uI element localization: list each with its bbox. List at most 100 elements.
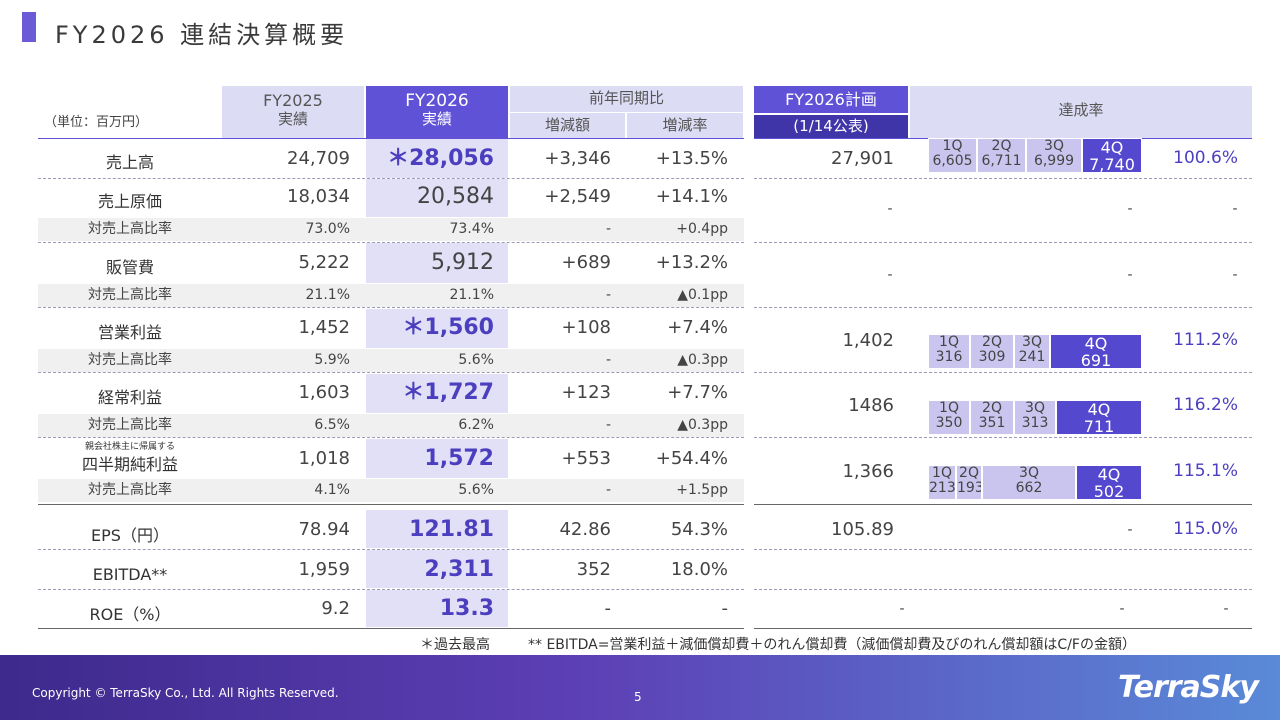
net-diff: +553 (561, 448, 611, 469)
q-value: 351 (978, 415, 1006, 431)
header-achieve-bg (910, 86, 1252, 138)
q-value: 691 (1080, 351, 1112, 369)
op-fy2026: ＊1,560 (402, 315, 494, 340)
cogs-ratio-bg (38, 218, 744, 241)
q-value: 350 (935, 415, 963, 431)
q-value: 241 (1018, 349, 1046, 365)
op-plan: 1,402 (842, 330, 894, 351)
sep (754, 589, 1252, 590)
net-plan: 1,366 (842, 461, 894, 482)
ord-2q-box: 2Q 351 (970, 400, 1014, 435)
hl-sga (366, 243, 508, 283)
net-4q-box: 4Q 502 (1076, 465, 1142, 500)
sga-q: - (1127, 267, 1133, 283)
net-1q-box: 1Q 213 (928, 465, 956, 500)
net-fy2026: 1,572 (424, 446, 494, 471)
q-label: 1Q (939, 334, 959, 350)
row-label-ord: 経常利益 (97, 388, 162, 407)
sep (38, 549, 744, 550)
hl-ebitda (366, 550, 508, 588)
header-fy2026-sub: 実績 (421, 110, 452, 128)
header-plan-sub-bg (754, 115, 908, 138)
sep-solid (38, 628, 744, 629)
ord-1q-box: 1Q 350 (928, 400, 970, 435)
note-ebitda: ** EBITDA=営業利益＋減価償却費＋のれん償却費（減価償却費及びのれん償却… (528, 637, 1136, 653)
roe-fy2025: 9.2 (321, 598, 350, 619)
header-rate: 増減率 (662, 116, 708, 134)
page-title: FY2026 連結決算概要 (55, 21, 349, 49)
roe-q: - (1119, 601, 1125, 617)
q-label: 2Q (959, 465, 979, 481)
op-rate: +7.4% (667, 317, 728, 338)
ord-ratio-diff: - (605, 417, 611, 433)
ord-3q-box: 3Q 313 (1014, 400, 1056, 435)
eps-rate: 54.3% (670, 519, 728, 540)
q-label: 1Q (942, 138, 963, 154)
roe-diff: - (604, 598, 612, 619)
q-value: 6,605 (932, 153, 973, 169)
header-fy2025-sub: 実績 (277, 110, 308, 128)
sep (754, 307, 1252, 308)
sep (38, 372, 744, 373)
row-label-op: 営業利益 (97, 323, 162, 342)
sales-1q-box: 1Q 6,605 (928, 138, 977, 173)
q-label: 3Q (1044, 138, 1064, 154)
op-ratio-rate: ▲0.3pp (677, 352, 728, 368)
header-achieve: 達成率 (1058, 101, 1104, 119)
sales-3q-box: 3Q 6,999 (1026, 138, 1082, 173)
cogs-fy2025: 18,034 (287, 186, 350, 207)
q-label: 4Q (1100, 138, 1124, 157)
net-2q-box: 2Q 193 (956, 465, 982, 500)
q-value: 313 (1021, 415, 1049, 431)
header-fy2025: FY2025 (263, 91, 323, 110)
op-ratio-bg (38, 349, 744, 372)
q-label: 1Q (939, 400, 959, 416)
op-achieve: 111.2% (1173, 330, 1238, 350)
header-plan: FY2026計画 (785, 90, 877, 109)
ord-plan: 1486 (848, 395, 894, 416)
header-diff: 増減額 (544, 116, 590, 134)
q-label: 4Q (1084, 334, 1108, 353)
op-2q-box: 2Q 309 (970, 334, 1014, 369)
eps-diff: 42.86 (559, 519, 611, 540)
q-label: 4Q (1097, 465, 1121, 484)
net-ratio-diff: - (605, 482, 611, 498)
sep (754, 372, 1252, 373)
roe-achieve: - (1223, 601, 1229, 617)
cogs-rate: +14.1% (655, 186, 728, 207)
sep (38, 178, 744, 179)
sep (38, 589, 744, 590)
sep (38, 242, 744, 243)
ord-ratio-fy2026: 6.2% (458, 417, 494, 433)
ord-ratio-bg (38, 414, 744, 437)
header-yoy: 前年同期比 (588, 89, 664, 107)
sep-solid (754, 504, 1252, 505)
q-label: 2Q (982, 334, 1002, 350)
row-label-net-small: 親会社株主に帰属する (84, 442, 175, 452)
ord-rate: +7.7% (667, 382, 728, 403)
q-label: 2Q (982, 400, 1002, 416)
sales-4q-box: 4Q 7,740 (1082, 138, 1142, 173)
op-ratio-fy2025: 5.9% (314, 352, 350, 368)
sales-2q-box: 2Q 6,711 (977, 138, 1026, 173)
ord-fy2025: 1,603 (298, 382, 350, 403)
hl-roe (366, 590, 508, 627)
row-label-cogs: 売上原価 (97, 192, 162, 211)
q-value: 7,740 (1089, 155, 1135, 173)
sga-ratio-fy2025: 21.1% (305, 287, 350, 303)
cogs-diff: +2,549 (544, 186, 611, 207)
ebitda-fy2026: 2,311 (424, 557, 494, 582)
sep (754, 437, 1252, 438)
eps-fy2025: 78.94 (298, 519, 350, 540)
sales-achieve: 100.6% (1173, 148, 1238, 168)
net-fy2025: 1,018 (298, 448, 350, 469)
hl-op (366, 309, 508, 348)
row-label-ord-ratio: 対売上高比率 (88, 417, 172, 433)
ord-diff: +123 (561, 382, 611, 403)
copyright: Copyright © TerraSky Co., Ltd. All Right… (32, 686, 339, 700)
row-label-net-ratio: 対売上高比率 (88, 482, 172, 498)
header-plan-bg (754, 86, 908, 113)
row-label-sales: 売上高 (105, 153, 154, 172)
hl-net (366, 439, 508, 478)
q-value: 316 (935, 349, 963, 365)
